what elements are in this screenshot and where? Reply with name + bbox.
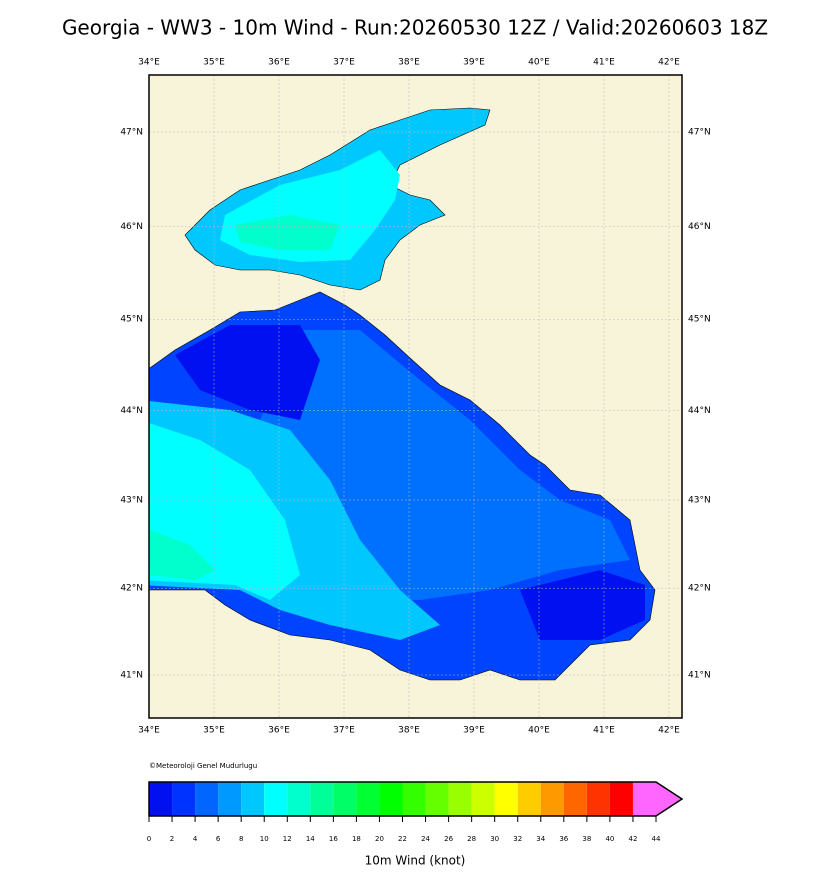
graticule xyxy=(149,75,682,718)
colorbar-tick-label: 8 xyxy=(239,835,243,843)
lon-label: 42°E xyxy=(658,58,680,68)
colorbar-tick-label: 32 xyxy=(513,835,522,843)
color-swatch xyxy=(471,782,495,816)
lat-label: 43°N xyxy=(120,496,143,506)
colorbar-tick-label: 22 xyxy=(398,835,407,843)
color-swatch xyxy=(402,782,426,816)
lon-label: 41°E xyxy=(593,58,615,68)
color-swatch xyxy=(540,782,564,816)
colorbar: 0 2 4 6 8 10 12 14 16 18 20 22 24 26 28 30 32 34 36 38 40 42 4… xyxy=(147,781,684,868)
color-swatch xyxy=(425,782,449,816)
color-swatch xyxy=(517,782,541,816)
colorbar-tick-label: 40 xyxy=(605,835,614,843)
colorbar-tick-label: 20 xyxy=(375,835,384,843)
color-swatch xyxy=(333,782,357,816)
lon-label: 40°E xyxy=(528,726,550,736)
wind-zone xyxy=(235,215,340,250)
lat-label: 44°N xyxy=(688,406,711,416)
lon-label: 38°E xyxy=(398,726,420,736)
credit: ©Meteoroloji Genel Mudurlugu xyxy=(149,762,257,770)
colorbar-tick-label: 30 xyxy=(490,835,499,843)
colorbar-tick-label: 36 xyxy=(559,835,568,843)
map-area xyxy=(149,75,682,718)
lon-label: 36°E xyxy=(268,58,290,68)
colorbar-tick-label: 42 xyxy=(628,835,637,843)
colorbar-tick-label: 12 xyxy=(283,835,292,843)
color-swatch xyxy=(241,782,265,816)
lat-label: 42°N xyxy=(120,584,143,594)
colorbar-tick-label: 6 xyxy=(216,835,221,843)
title: Georgia - WW3 - 10m Wind - Run:20260530 … xyxy=(62,16,768,40)
lon-label: 36°E xyxy=(268,726,290,736)
lon-label: 37°E xyxy=(333,726,355,736)
colorbar-tick-label: 18 xyxy=(352,835,361,843)
colorbar-tick-label: 24 xyxy=(421,835,430,843)
colorbar-tick-label: 26 xyxy=(444,835,453,843)
lon-label: 34°E xyxy=(138,58,160,68)
colorbar-tick-label: 4 xyxy=(193,835,198,843)
lat-label: 46°N xyxy=(688,222,711,232)
colorbar-tick-label: 38 xyxy=(582,835,591,843)
colorbar-tick-label: 10 xyxy=(260,835,269,843)
color-swatch xyxy=(494,782,518,816)
lon-label: 41°E xyxy=(593,726,615,736)
wind-zone xyxy=(150,530,215,580)
lon-label: 42°E xyxy=(658,726,680,736)
colorbar-tick-label: 0 xyxy=(147,835,151,843)
color-swatch xyxy=(356,782,380,816)
color-swatch xyxy=(149,782,173,816)
lon-label: 39°E xyxy=(463,58,485,68)
lon-label: 35°E xyxy=(203,58,225,68)
lat-label: 45°N xyxy=(120,315,143,325)
color-swatch xyxy=(264,782,288,816)
lat-label: 42°N xyxy=(688,584,711,594)
colorbar-tick-label: 2 xyxy=(170,835,174,843)
colorbar-tick-label: 34 xyxy=(536,835,545,843)
color-extension xyxy=(632,782,682,816)
color-swatch xyxy=(448,782,472,816)
lon-label: 38°E xyxy=(398,58,420,68)
lat-label: 41°N xyxy=(120,671,143,681)
lon-label: 37°E xyxy=(333,58,355,68)
color-swatch xyxy=(609,782,633,816)
color-swatch xyxy=(310,782,334,816)
lat-label: 41°N xyxy=(688,671,711,681)
lon-label: 35°E xyxy=(203,726,225,736)
color-swatch xyxy=(218,782,242,816)
lat-label: 46°N xyxy=(120,222,143,232)
colorbar-tick-label: 44 xyxy=(652,835,661,843)
lat-label: 45°N xyxy=(688,315,711,325)
color-swatch xyxy=(563,782,587,816)
lat-label: 43°N xyxy=(688,496,711,506)
color-swatch xyxy=(379,782,403,816)
lat-label: 44°N xyxy=(120,406,143,416)
wind-zone xyxy=(175,325,645,640)
color-swatch xyxy=(586,782,610,816)
color-swatch xyxy=(195,782,219,816)
colorbar-outline xyxy=(148,781,684,817)
color-swatch xyxy=(287,782,311,816)
lon-label: 34°E xyxy=(138,726,160,736)
colorbar-tick-label: 28 xyxy=(467,835,476,843)
lat-label: 47°N xyxy=(688,128,711,138)
lon-label: 40°E xyxy=(528,58,550,68)
map-frame xyxy=(148,74,683,719)
lat-label: 47°N xyxy=(120,128,143,138)
colorbar-tick-label: 14 xyxy=(306,835,315,843)
colorbar-tick-label: 16 xyxy=(329,835,338,843)
lon-label: 39°E xyxy=(463,726,485,736)
colorbar-label: 10m Wind (knot) xyxy=(365,854,466,868)
color-swatch xyxy=(172,782,196,816)
